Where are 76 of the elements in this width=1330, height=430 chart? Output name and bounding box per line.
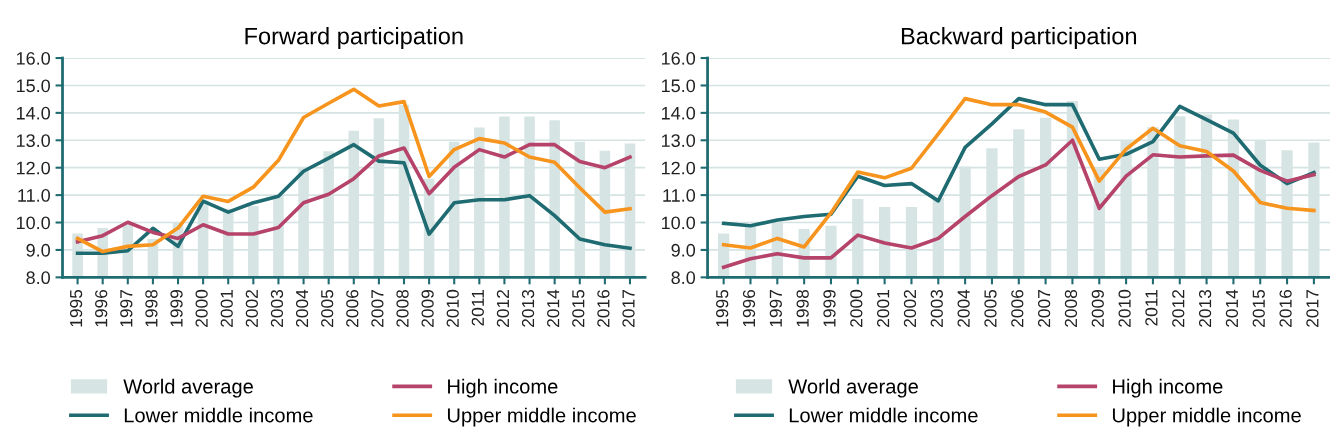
x-tick-label: 1996 [95, 289, 108, 327]
y-tick-label: 9.0 [26, 243, 50, 257]
legend-label: High income [448, 378, 558, 398]
x-tick-label: 2002 [245, 290, 258, 327]
x-tick-label: 2004 [957, 289, 970, 327]
x-tick-label: 2010 [446, 289, 459, 327]
y-tick-label: 12.0 [16, 161, 50, 175]
x-tick-label: 1997 [769, 290, 782, 327]
legend-label: World average [123, 378, 253, 398]
x-tick-label: 1996 [742, 289, 756, 327]
chart-title: Backward participation [901, 27, 1137, 50]
legend-label: Lower middle income [789, 407, 978, 423]
x-tick-label: 2009 [421, 289, 434, 327]
x-tick-label: 1999 [170, 289, 183, 327]
y-tick-label: 13.0 [16, 134, 50, 148]
y-tick-label: 8.0 [671, 271, 696, 285]
x-tick-label: 1997 [120, 290, 133, 327]
x-tick-label: 2017 [1306, 290, 1319, 327]
y-tick-label: 12.0 [661, 161, 696, 175]
legend-label: Lower middle income [124, 407, 313, 423]
x-tick-label: 2008 [396, 289, 409, 327]
x-tick-label: 2016 [597, 289, 610, 327]
x-tick-label: 2011 [471, 290, 484, 326]
x-tick-label: 2002 [903, 290, 917, 327]
y-tick-label: 9.0 [671, 243, 696, 257]
y-tick-label: 10.0 [16, 216, 50, 230]
x-tick-label: 2009 [1091, 289, 1104, 327]
y-tick-label: 15.0 [16, 79, 50, 93]
y-tick-label: 14.0 [16, 106, 50, 120]
x-tick-label: 2006 [346, 289, 359, 327]
x-tick-label: 2007 [371, 290, 384, 327]
x-tick-label: 2016 [1279, 289, 1292, 327]
y-tick-label: 11.0 [663, 189, 696, 202]
x-tick-label: 2015 [1252, 289, 1265, 327]
x-tick-label: 2001 [220, 290, 233, 327]
line-series [721, 138, 1316, 270]
x-tick-label: 2017 [622, 290, 635, 327]
x-tick-label: 2008 [1064, 289, 1078, 327]
y-tick-label: 11.0 [18, 189, 50, 202]
x-tick-label: 2003 [270, 289, 284, 327]
x-tick-label: 2000 [850, 289, 863, 327]
x-tick-label: 1995 [69, 289, 83, 327]
x-tick-label: 2003 [930, 289, 943, 327]
x-tick-label: 2007 [1037, 290, 1051, 327]
x-tick-label: 2015 [572, 289, 585, 327]
x-tick-label: 2012 [496, 290, 510, 327]
x-tick-label: 2010 [1118, 289, 1131, 327]
y-tick-label: 13.0 [661, 134, 696, 148]
x-tick-label: 1998 [796, 289, 809, 327]
x-tick-label: 2006 [1011, 289, 1024, 327]
x-tick-label: 1995 [716, 289, 729, 327]
y-tick-label: 15.0 [661, 79, 696, 93]
legend-label: Upper middle income [1112, 407, 1301, 427]
x-tick-label: 2005 [984, 289, 997, 327]
x-tick-label: 2004 [295, 289, 309, 327]
y-tick-label: 16.0 [661, 51, 696, 65]
x-tick-label: 2005 [321, 289, 334, 327]
legend-label: Upper middle income [447, 407, 636, 427]
line-series [75, 87, 632, 254]
chart-title: Forward participation [245, 27, 463, 50]
x-tick-label: 2012 [1172, 290, 1185, 327]
x-tick-label: 2013 [1198, 289, 1212, 327]
x-tick-label: 2014 [547, 289, 560, 327]
legend-label: World average [788, 378, 918, 398]
x-tick-label: 2014 [1225, 289, 1239, 327]
x-tick-label: 1998 [145, 289, 158, 327]
x-tick-label: 1999 [823, 289, 836, 327]
legend-label: High income [1113, 378, 1223, 398]
x-tick-label: 2001 [877, 290, 890, 327]
x-tick-label: 2011 [1145, 290, 1158, 326]
y-tick-label: 8.0 [26, 271, 50, 285]
x-tick-label: 2000 [195, 289, 208, 327]
y-tick-label: 16.0 [16, 51, 50, 65]
y-tick-label: 14.0 [661, 106, 696, 120]
x-tick-label: 2013 [521, 289, 535, 327]
y-tick-label: 10.0 [661, 216, 696, 230]
